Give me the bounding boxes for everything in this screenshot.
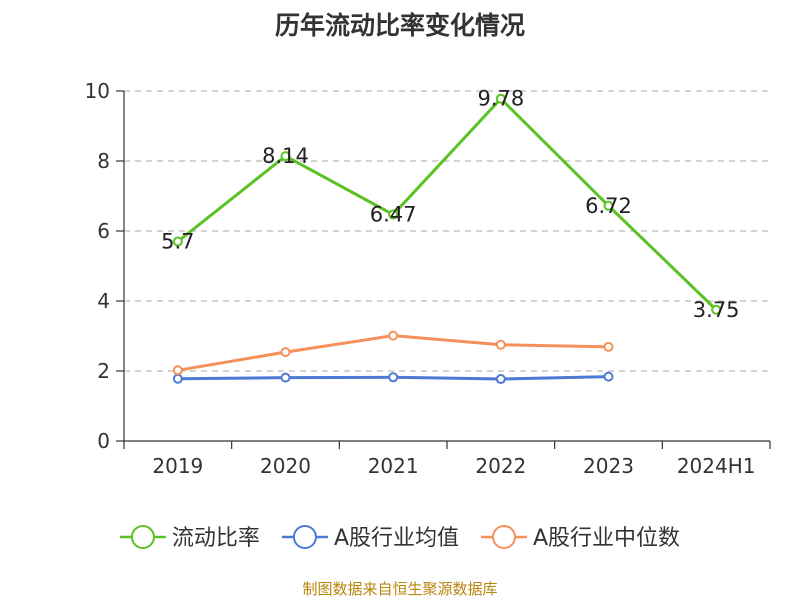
legend-item: A股行业中位数 <box>481 525 680 551</box>
y-tick-label: 8 <box>97 149 110 173</box>
data-label: 6.72 <box>585 194 632 218</box>
y-tick-label: 2 <box>97 359 110 383</box>
series-line-1 <box>176 97 718 311</box>
legend-marker <box>492 525 517 549</box>
legend-marker <box>130 525 155 549</box>
data-label: 9.78 <box>477 87 524 111</box>
x-tick-label: 2024H1 <box>677 454 756 478</box>
legend-item: A股行业均值 <box>281 525 459 551</box>
grid-lines <box>124 90 770 372</box>
x-tick-label: 2019 <box>152 454 203 478</box>
legend-label: 流动比率 <box>172 526 260 551</box>
data-labels: 5.7 8.14 6.47 9.78 6.72 3.75 <box>161 87 739 322</box>
data-point <box>172 365 183 376</box>
data-point <box>603 371 614 382</box>
y-tick-label: 0 <box>97 429 110 453</box>
data-point <box>495 93 506 104</box>
data-point <box>495 339 506 350</box>
data-point <box>603 341 614 352</box>
data-point <box>280 372 291 383</box>
axes: 0 2 4 6 8 10 2019 2020 2021 2022 2023 2024H1 <box>85 79 771 478</box>
x-tick-label: 2022 <box>475 454 526 478</box>
chart-title: 历年流动比率变化情况 <box>274 11 525 40</box>
data-point <box>603 200 614 211</box>
series-lines <box>172 93 722 385</box>
y-tick-label: 10 <box>85 79 110 103</box>
data-label: 6.47 <box>370 203 417 227</box>
legend: 流动比率 A股行业均值 A股行业中位数 <box>119 525 680 551</box>
data-point <box>388 330 399 341</box>
data-label: 8.14 <box>262 144 309 168</box>
source-note: 制图数据来自恒生聚源数据库 <box>302 580 498 598</box>
data-point <box>388 209 399 220</box>
legend-item: 流动比率 <box>119 525 260 551</box>
x-tick-label: 2021 <box>368 454 419 478</box>
series-line-3 <box>177 334 609 372</box>
x-tick-label: 2023 <box>583 454 634 478</box>
data-point <box>711 304 722 315</box>
legend-label: A股行业均值 <box>334 526 459 551</box>
data-label: 3.75 <box>693 298 740 322</box>
data-label: 5.7 <box>161 230 194 254</box>
legend-label: A股行业中位数 <box>533 526 680 551</box>
legend-marker <box>292 525 317 549</box>
data-point <box>172 236 183 247</box>
data-point <box>495 374 506 385</box>
x-tick-label: 2020 <box>260 454 311 478</box>
y-tick-label: 4 <box>97 289 110 313</box>
data-point <box>280 347 291 358</box>
data-point <box>172 373 183 384</box>
data-point <box>280 151 291 162</box>
y-tick-label: 6 <box>97 219 110 243</box>
data-point <box>388 372 399 383</box>
